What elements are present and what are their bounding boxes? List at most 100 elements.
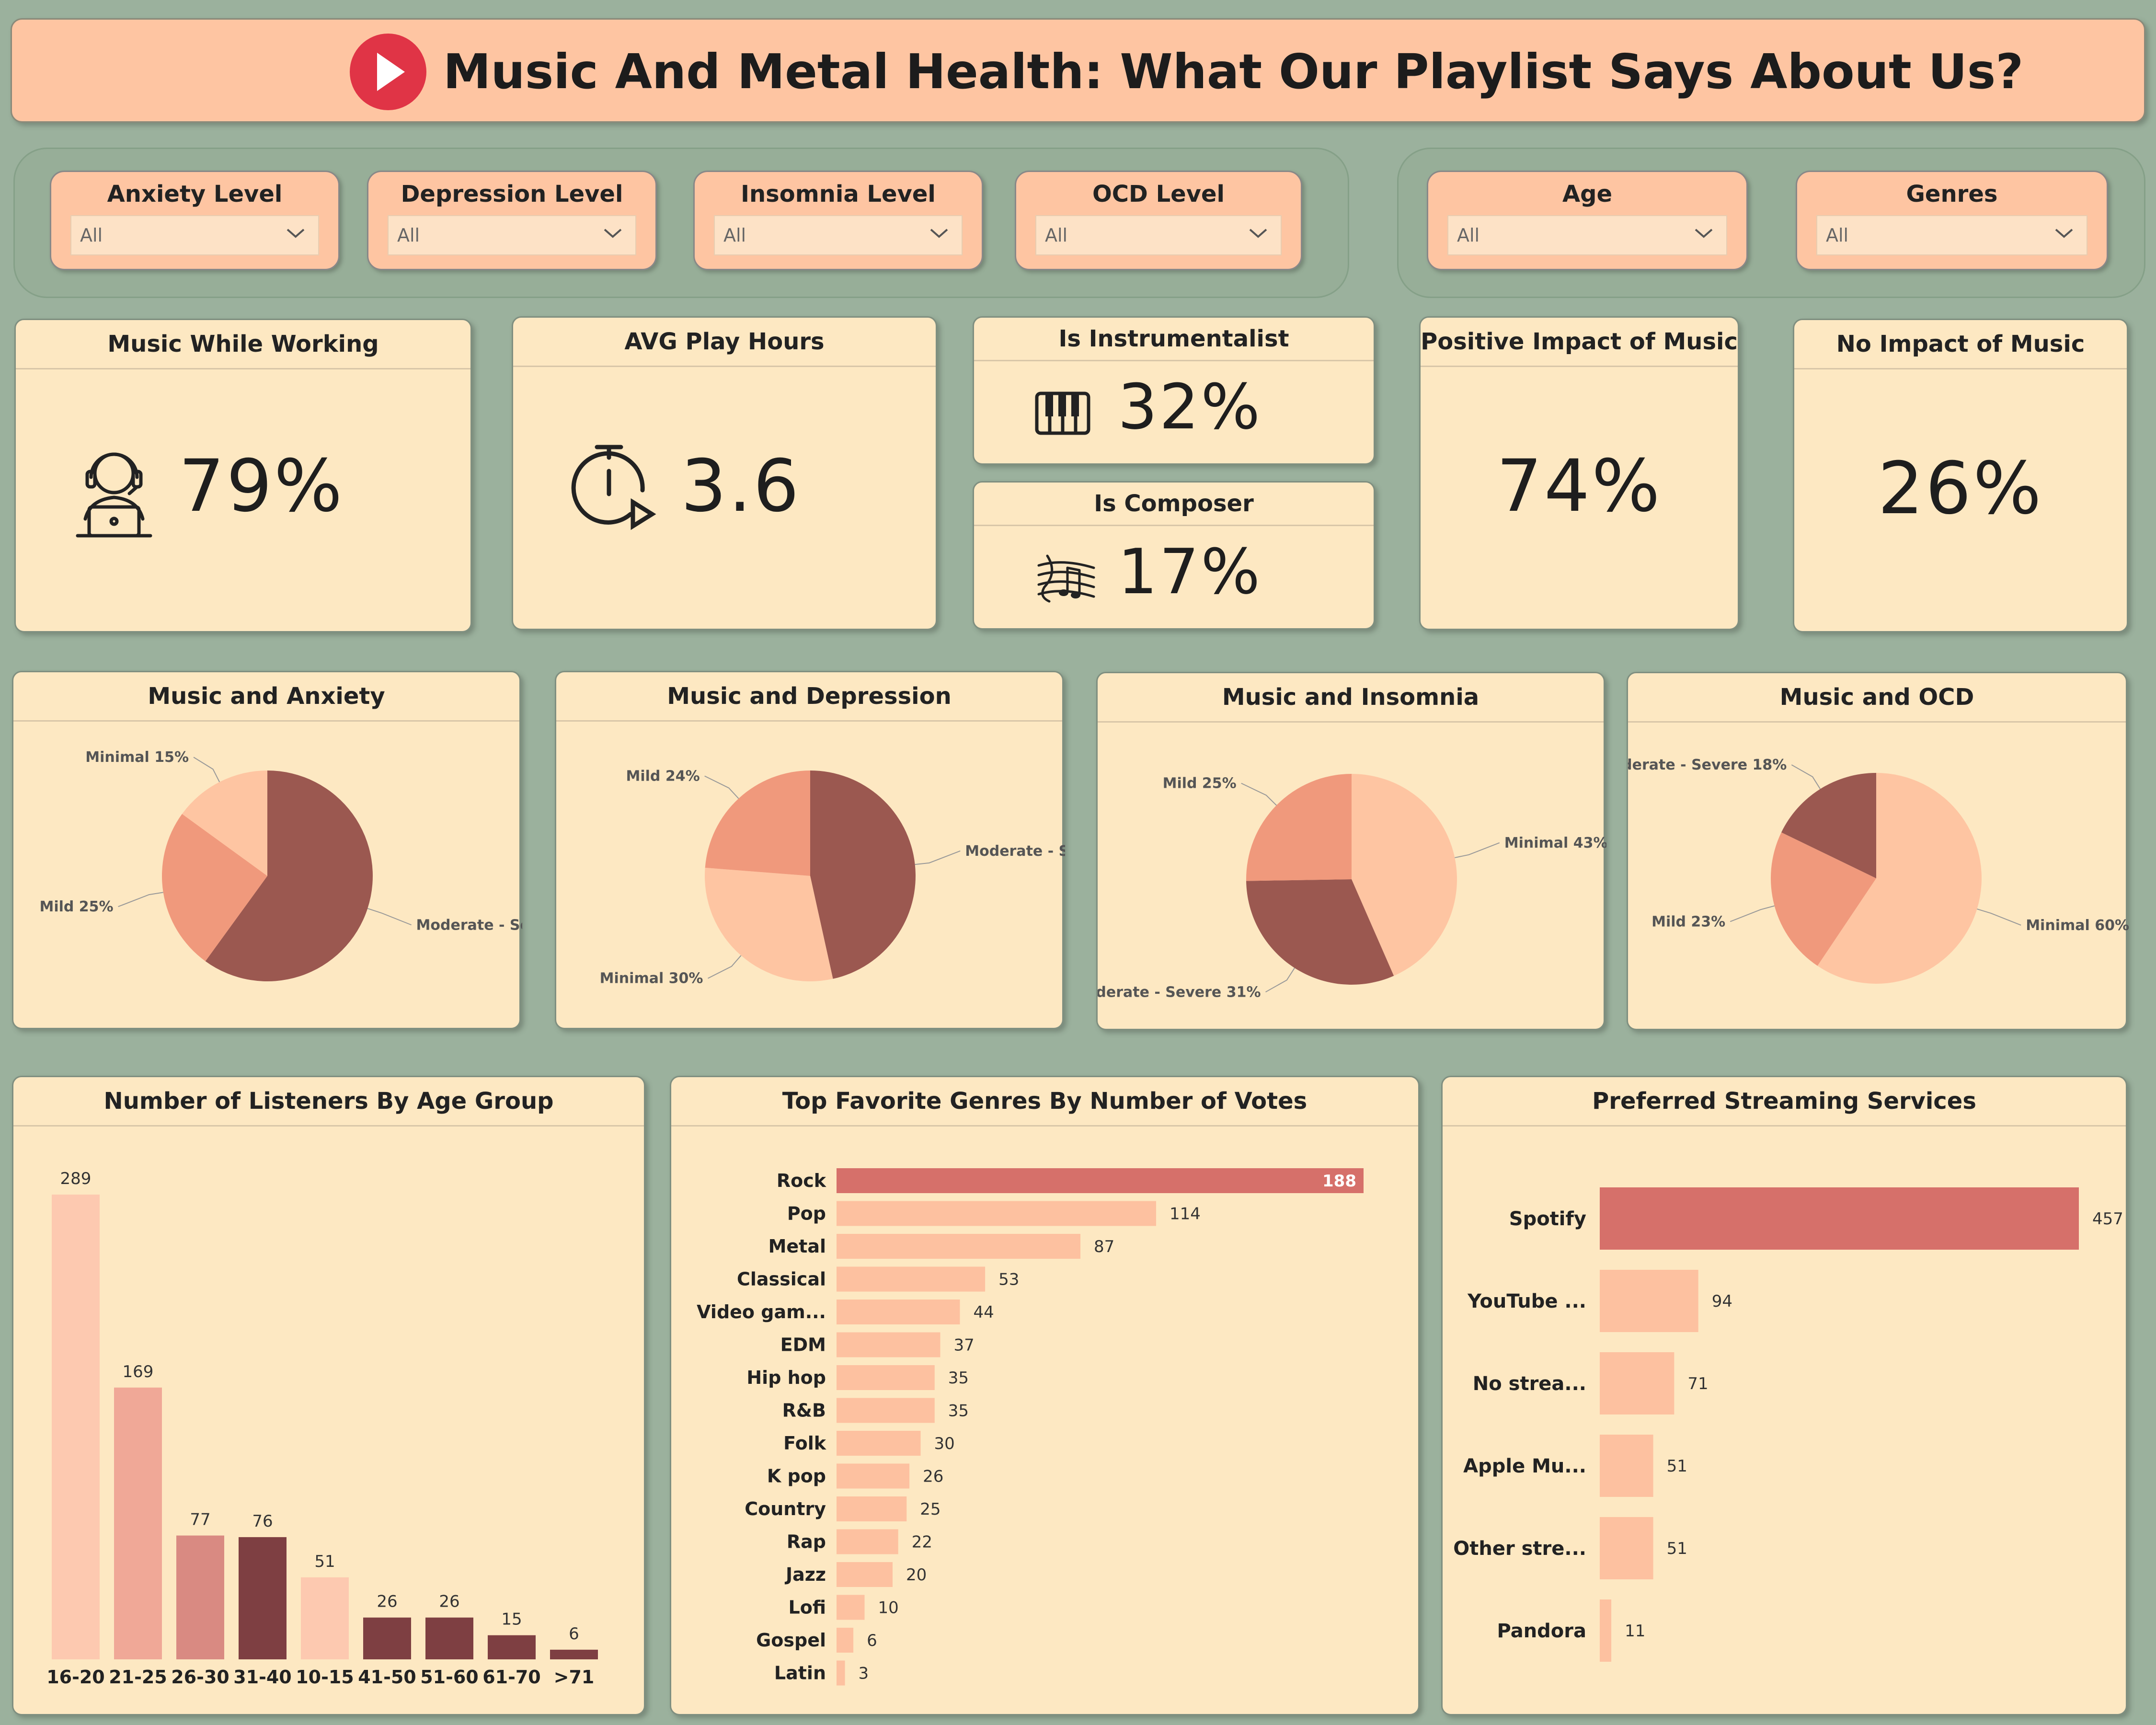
chart-title: Music and OCD — [1628, 673, 2126, 723]
pie-slice[interactable] — [705, 867, 833, 981]
bar-value-label: 11 — [1625, 1622, 1645, 1641]
pie-data-label: Moderate - Sevese 60% — [416, 917, 522, 933]
bar-value-label: 51 — [314, 1552, 335, 1571]
bar[interactable] — [1600, 1352, 1674, 1414]
bar[interactable] — [1600, 1187, 2079, 1250]
genres-slicer[interactable]: Genres All — [1796, 171, 2108, 270]
age-slicer[interactable]: Age All — [1427, 171, 1748, 270]
category-label: 16-20 — [46, 1667, 105, 1688]
category-label: Hip hop — [746, 1367, 826, 1388]
insomnia-level-slicer[interactable]: Insomnia Level All — [693, 171, 983, 270]
kpi-is-composer: Is Composer 17% — [973, 481, 1375, 630]
bar[interactable] — [1600, 1270, 1698, 1332]
pie-slice[interactable] — [1781, 773, 1876, 878]
bar[interactable] — [837, 1234, 1081, 1259]
insomnia-level-dropdown[interactable]: All — [714, 215, 963, 255]
pie-chart-insomnia: Minimal 43% Moderate - Severe 31% Mild 25% — [1098, 774, 1606, 1000]
bar[interactable] — [1600, 1599, 1612, 1662]
bar[interactable] — [837, 1660, 845, 1686]
pie-slice[interactable] — [1246, 879, 1394, 985]
pie-slice[interactable] — [1352, 774, 1457, 976]
pie-card-insomnia: Music and Insomnia Minimal 43% Moderate -… — [1096, 672, 1606, 1030]
bar-value-label: 3 — [859, 1664, 869, 1683]
bar[interactable] — [52, 1195, 100, 1659]
anxiety-level-dropdown[interactable]: All — [70, 215, 319, 255]
category-label: Pop — [787, 1203, 826, 1224]
anxiety-level-slicer[interactable]: Anxiety Level All — [50, 171, 340, 270]
bar[interactable] — [363, 1617, 411, 1659]
headphones-laptop-icon — [76, 452, 152, 538]
category-label: Gospel — [756, 1630, 826, 1651]
pie-slice[interactable] — [1817, 773, 1982, 984]
bar-value-label: 169 — [123, 1362, 154, 1381]
ocd-level-dropdown[interactable]: All — [1035, 215, 1282, 255]
category-label: Pandora — [1497, 1620, 1586, 1642]
pie-data-label: Mild 23% — [1651, 913, 1725, 930]
pie-card-depression: Music and Depression Moderate - Severe 4… — [555, 671, 1065, 1029]
bar[interactable] — [837, 1463, 910, 1489]
category-label: No strea... — [1473, 1373, 1586, 1395]
pie-data-label: Moderate - Severe 18% — [1628, 757, 1787, 773]
bar[interactable] — [114, 1387, 162, 1659]
bar[interactable] — [176, 1535, 224, 1659]
pie-slice[interactable] — [162, 814, 267, 961]
pie-card-anxiety: Music and Anxiety Moderate - Sevese 60%M… — [12, 671, 522, 1029]
bar[interactable] — [837, 1365, 935, 1390]
bar-value-label: 53 — [998, 1270, 1019, 1289]
slicer-label: OCD Level — [1092, 181, 1225, 207]
bar[interactable] — [301, 1577, 349, 1659]
bar[interactable] — [837, 1398, 935, 1423]
age-dropdown[interactable]: All — [1447, 215, 1727, 255]
play-icon — [350, 34, 426, 110]
slicer-label: Genres — [1906, 181, 1998, 207]
bar[interactable] — [837, 1595, 865, 1620]
bar[interactable] — [837, 1332, 940, 1357]
bar[interactable] — [550, 1649, 598, 1659]
bar[interactable] — [837, 1266, 986, 1292]
bar[interactable] — [837, 1300, 960, 1324]
ocd-level-slicer[interactable]: OCD Level All — [1015, 171, 1302, 270]
bar[interactable] — [837, 1201, 1157, 1226]
bar[interactable] — [1600, 1435, 1653, 1497]
pie-slice[interactable] — [1246, 774, 1352, 881]
bar[interactable] — [488, 1635, 536, 1659]
kpi-no-impact: No Impact of Music 26% — [1793, 319, 2128, 632]
bar-value-label: 22 — [912, 1533, 932, 1552]
bar[interactable] — [837, 1496, 907, 1521]
pie-slice[interactable] — [1771, 832, 1876, 966]
kpi-music-while-working: Music While Working 79% — [14, 319, 472, 632]
pie-data-label: Minimal 15% — [85, 749, 189, 766]
bar[interactable] — [837, 1168, 1364, 1193]
category-label: 10-15 — [296, 1667, 354, 1688]
pie-data-label: Moderate - Severe 47% — [965, 843, 1065, 860]
chart-title: Music and Depression — [556, 672, 1062, 722]
kpi-positive-impact: Positive Impact of Music 74% — [1419, 316, 1739, 630]
bar[interactable] — [1600, 1517, 1653, 1579]
bar-value-label: 26 — [439, 1592, 459, 1611]
bar[interactable] — [837, 1562, 893, 1587]
kpi-title: Is Instrumentalist — [974, 318, 1374, 361]
bar[interactable] — [239, 1537, 287, 1659]
pie-data-label: Minimal 30% — [600, 970, 703, 987]
bar[interactable] — [837, 1431, 921, 1456]
leader-line — [118, 892, 163, 908]
genres-chart-card: Top Favorite Genres By Number of Votes R… — [670, 1076, 1420, 1715]
leader-line — [708, 955, 742, 979]
bar[interactable] — [837, 1529, 898, 1554]
kpi-value: 3.6 — [681, 445, 801, 528]
category-label: >71 — [554, 1667, 595, 1688]
pie-slice[interactable] — [182, 770, 267, 876]
slicer-value: All — [80, 225, 103, 246]
genres-dropdown[interactable]: All — [1816, 215, 2087, 255]
bar[interactable] — [837, 1628, 854, 1653]
kpi-title: Positive Impact of Music — [1421, 318, 1738, 367]
depression-level-slicer[interactable]: Depression Level All — [367, 171, 657, 270]
bar[interactable] — [425, 1617, 473, 1659]
pie-slice[interactable] — [205, 770, 373, 981]
pie-slice[interactable] — [705, 770, 810, 876]
pie-slice[interactable] — [810, 770, 916, 979]
category-label: Other stre... — [1453, 1538, 1586, 1560]
chevron-down-icon — [604, 229, 622, 238]
category-label: EDM — [780, 1334, 826, 1356]
depression-level-dropdown[interactable]: All — [388, 215, 636, 255]
